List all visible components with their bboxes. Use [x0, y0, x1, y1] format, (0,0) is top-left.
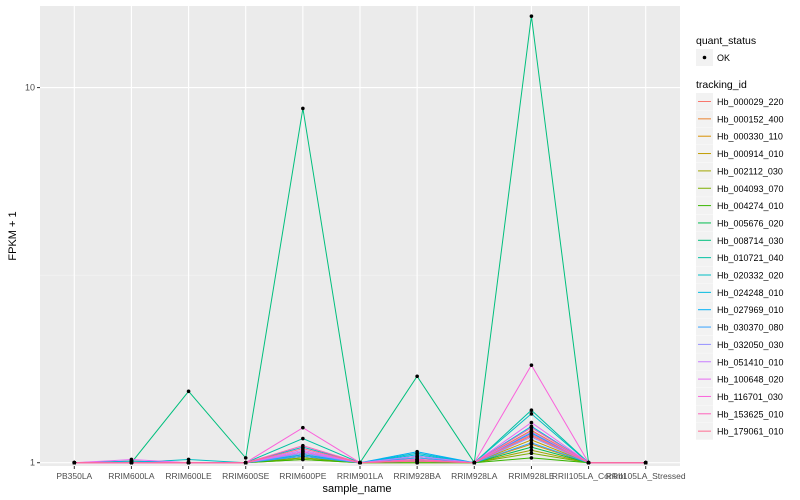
legend-item-label: Hb_027969_010: [717, 305, 784, 315]
color-legend-title: tracking_id: [696, 79, 747, 91]
legend-item-label: Hb_051410_010: [717, 357, 784, 367]
data-point: [529, 363, 534, 367]
x-tick-label: RRIM928LE: [508, 471, 555, 481]
data-point: [301, 454, 305, 459]
legend-item-label: Hb_153625_010: [717, 409, 784, 419]
legend-item-label: Hb_024248_010: [717, 288, 784, 298]
x-axis: PB350LA RRIM600LA RRIM600LE RRIM600SE RRIM60…: [56, 466, 686, 481]
legend-item-label: Hb_000029_220: [717, 97, 784, 107]
x-tick-label: RRII105LA_Stressed: [606, 471, 686, 481]
x-tick-label: RRIM928BA: [394, 471, 442, 481]
y-tick-label: 10: [25, 83, 35, 93]
legend-item-label: Hb_000152_400: [717, 114, 784, 124]
data-point: [529, 420, 534, 425]
data-point: [129, 460, 134, 465]
data-point: [529, 451, 534, 456]
grid-lines: [40, 6, 680, 466]
data-point: [643, 460, 648, 465]
data-point: [529, 432, 534, 437]
data-point: [301, 436, 305, 441]
shape-legend-label: OK: [717, 53, 730, 63]
data-point: [301, 457, 305, 462]
legend-item-label: Hb_000330_110: [717, 132, 783, 142]
legend-item-label: Hb_032050_030: [717, 340, 784, 350]
legend-item-label: Hb_010721_040: [717, 253, 784, 263]
data-point: [529, 435, 534, 439]
data-point: [529, 438, 534, 442]
y-tick-label: 1: [30, 458, 35, 468]
shape-legend-title: quant_status: [696, 35, 756, 47]
data-point: [129, 457, 134, 462]
legend-item-label: Hb_020332_020: [717, 271, 784, 281]
y-axis: 1 10: [25, 83, 40, 468]
data-point: [529, 448, 534, 452]
data-point: [301, 446, 305, 451]
data-point: [186, 460, 191, 465]
data-point: [186, 389, 191, 394]
x-tick-label: RRIM600PE: [279, 471, 327, 481]
x-tick-label: RRIM928LA: [451, 471, 498, 481]
x-tick-label: RRIM901LA: [337, 471, 384, 481]
legend-point-key: [702, 55, 707, 60]
legend: quant_status OK tracking_id Hb_000029_220 Hb…: [696, 35, 784, 440]
legend-item-label: Hb_030370_080: [717, 323, 784, 333]
data-point: [472, 460, 477, 465]
data-point: [529, 440, 534, 445]
data-point: [301, 106, 305, 111]
data-point: [529, 456, 534, 460]
x-tick-label: RRII105LA_Control: [552, 471, 626, 481]
legend-item-label: Hb_005676_020: [717, 218, 784, 228]
legend-item-label: Hb_100648_020: [717, 375, 784, 385]
legend-item-label: Hb_004274_010: [717, 201, 784, 211]
data-point: [243, 456, 248, 460]
y-axis-title: FPKM + 1: [7, 211, 19, 260]
data-point: [529, 445, 534, 449]
x-tick-label: RRIM600SE: [222, 471, 270, 481]
x-tick-label: RRIM600LA: [108, 471, 155, 481]
data-points: [72, 14, 648, 465]
data-point: [529, 425, 534, 430]
data-point: [301, 425, 305, 430]
data-point: [72, 460, 77, 465]
data-point: [529, 412, 534, 416]
data-point: [415, 374, 419, 379]
data-point: [415, 459, 419, 463]
x-axis-title: sample_name: [322, 483, 391, 495]
legend-item-label: Hb_116701_030: [717, 392, 783, 402]
data-point: [415, 449, 419, 454]
legend-item-label: Hb_002112_030: [717, 166, 783, 176]
legend-item-label: Hb_008714_030: [717, 236, 784, 246]
data-point: [586, 460, 591, 465]
data-point: [529, 14, 534, 18]
data-point: [358, 460, 362, 465]
data-point: [301, 443, 305, 448]
data-point: [529, 429, 534, 434]
data-point: [243, 460, 248, 465]
data-point: [301, 449, 305, 454]
x-tick-label: RRIM600LE: [165, 471, 212, 481]
legend-item-label: Hb_004093_070: [717, 184, 784, 194]
legend-item-label: Hb_000914_010: [717, 149, 784, 159]
data-point: [186, 457, 191, 462]
data-point: [529, 408, 534, 413]
x-tick-label: PB350LA: [56, 471, 92, 481]
data-point: [415, 454, 419, 459]
legend-item-label: Hb_179061_010: [717, 427, 784, 437]
